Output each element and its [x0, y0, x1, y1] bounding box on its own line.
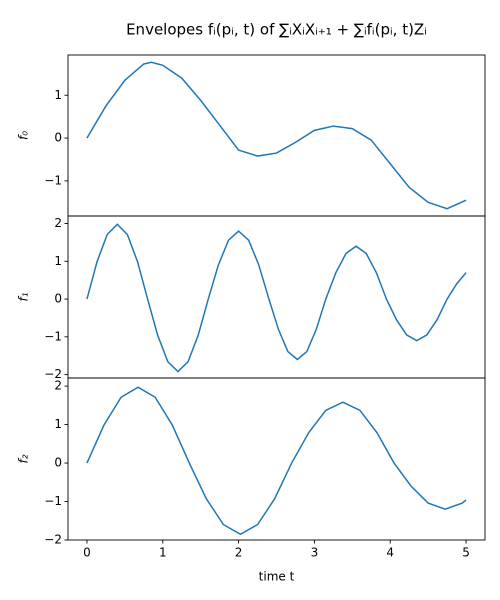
x-tick-label: 1	[159, 546, 167, 560]
x-tick-label: 4	[386, 546, 394, 560]
y-axis-label: f₂	[17, 454, 31, 463]
x-tick-label: 3	[311, 546, 319, 560]
data-line	[86, 386, 467, 536]
x-tick-label: 2	[235, 546, 243, 560]
y-tick-label: −2	[44, 533, 62, 547]
axes-frame	[67, 377, 486, 541]
axes-frame	[67, 215, 486, 379]
y-tick-label: 2	[54, 216, 62, 230]
y-tick-label: 1	[54, 417, 62, 431]
data-line	[86, 223, 467, 373]
y-tick-label: 0	[54, 292, 62, 306]
x-tick-label: 0	[83, 546, 91, 560]
y-tick-label: −1	[44, 173, 62, 187]
x-axis-label: time t	[259, 570, 295, 584]
y-tick-label: 0	[54, 456, 62, 470]
y-tick-label: −1	[44, 494, 62, 508]
y-tick-label: 1	[54, 254, 62, 268]
y-tick-label: −1	[44, 329, 62, 343]
y-tick-label: 1	[54, 88, 62, 102]
y-tick-label: −2	[44, 367, 62, 381]
y-axis-label: f₀	[17, 131, 31, 140]
chart-title: Envelopes fᵢ(pᵢ, t) of ∑ᵢXᵢXᵢ₊₁ + ∑ᵢfᵢ(p…	[126, 21, 427, 39]
x-tick-label: 5	[462, 546, 470, 560]
data-line	[86, 61, 467, 210]
y-tick-label: 0	[54, 131, 62, 145]
y-axis-label: f₁	[17, 292, 31, 301]
axes-frame	[67, 54, 486, 217]
y-tick-label: 2	[54, 379, 62, 393]
